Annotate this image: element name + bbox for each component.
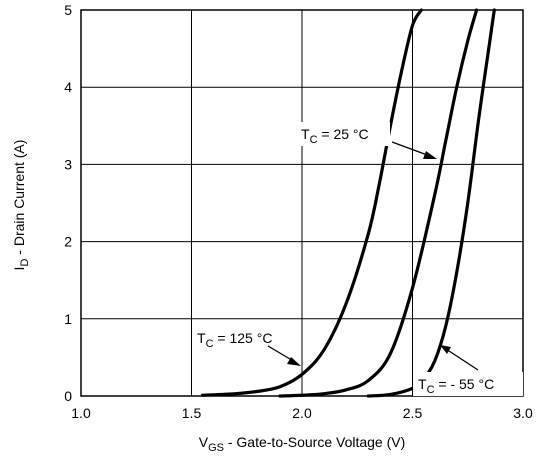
annotation-55c-arrow <box>440 345 479 371</box>
y-axis-label: ID - Drain Current (A) <box>11 140 31 271</box>
x-tick-label: 3.0 <box>513 405 533 421</box>
x-tick-label: 1.0 <box>71 405 91 421</box>
annotation-25c-arrow <box>391 141 437 159</box>
y-tick-label: 3 <box>64 156 72 172</box>
annotation-125c-label: TC = 125 °C <box>197 330 272 350</box>
annotation-125c-arrow <box>267 345 301 366</box>
grid-lines <box>81 10 523 396</box>
curve-25c <box>278 8 479 398</box>
series-curves <box>200 8 496 398</box>
y-tick-label: 4 <box>64 79 72 95</box>
annotation-55c-bg <box>413 372 523 396</box>
annotation-55c-label: TC = - 55 °C <box>418 376 494 396</box>
curve-minus55c <box>366 8 496 398</box>
x-tick-label: 2.0 <box>292 405 312 421</box>
annotation-25c-label: TC = 25 °C <box>301 126 369 146</box>
y-tick-label: 5 <box>64 2 72 18</box>
y-tick-label: 2 <box>64 234 72 250</box>
x-tick-label: 2.5 <box>403 405 423 421</box>
curve-125c <box>200 8 423 397</box>
y-tick-label: 0 <box>64 388 72 404</box>
annotation-125c-bg <box>193 326 297 350</box>
y-tick-labels: 0 1 2 3 4 5 <box>64 2 72 404</box>
x-axis-label: VGS - Gate-to-Source Voltage (V) <box>199 434 406 454</box>
annotation-25c-bg <box>296 122 390 146</box>
x-tick-label: 1.5 <box>182 405 202 421</box>
x-tick-labels: 1.0 1.5 2.0 2.5 3.0 <box>71 405 533 421</box>
y-tick-label: 1 <box>64 311 72 327</box>
